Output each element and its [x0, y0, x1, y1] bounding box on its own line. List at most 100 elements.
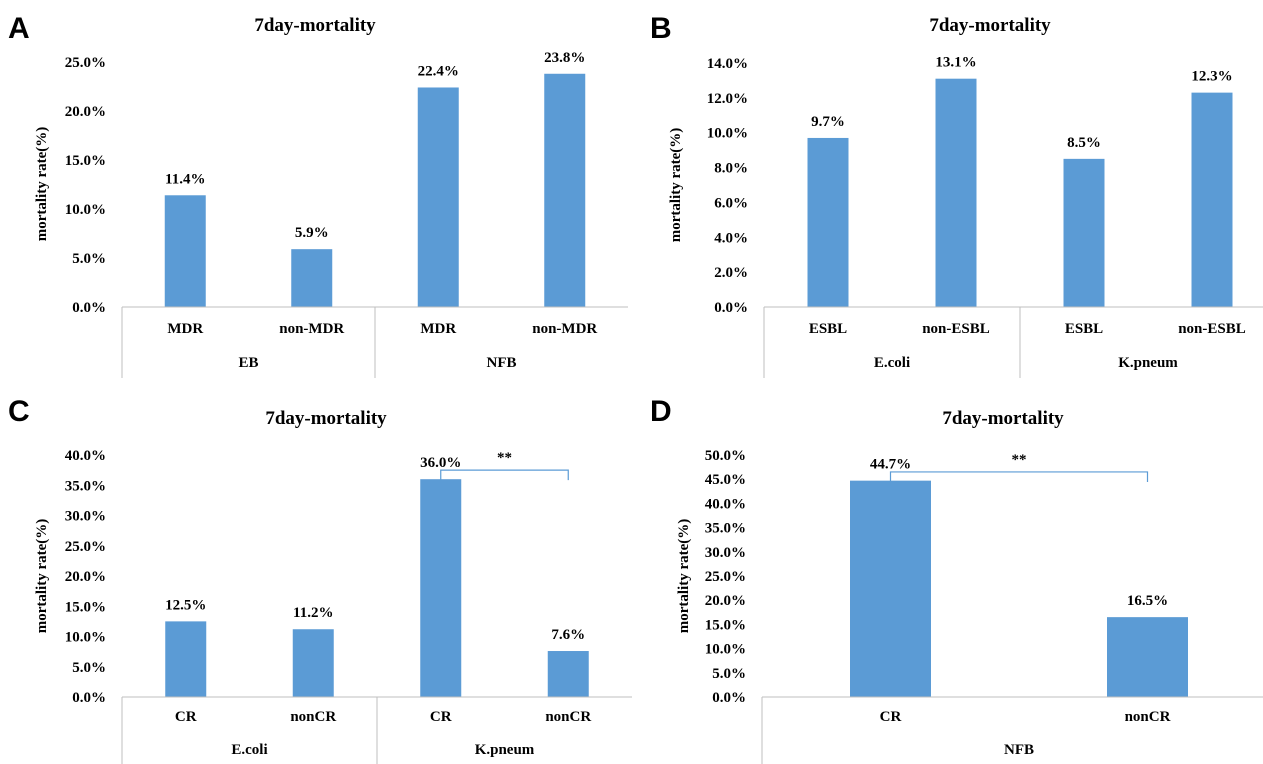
y-tick-label-b: 8.0% [714, 161, 748, 177]
y-tick-label-c: 30.0% [65, 509, 106, 525]
data-label-d-1: 16.5% [1127, 593, 1168, 609]
y-tick-label-d: 15.0% [705, 617, 746, 633]
group-label-a-0: EB [238, 355, 258, 371]
panel-letter-a: A [8, 12, 30, 45]
bar-a-2 [417, 87, 459, 307]
y-axis-label-c: mortality rate(%) [34, 519, 50, 634]
y-tick-label-c: 20.0% [65, 569, 106, 585]
y-tick-label-b: 14.0% [707, 56, 748, 72]
bar-c-1 [292, 629, 334, 697]
y-tick-label-d: 25.0% [705, 569, 746, 585]
data-label-b-1: 13.1% [935, 55, 976, 71]
y-tick-label-d: 50.0% [705, 448, 746, 464]
bar-b-3 [1191, 92, 1233, 307]
y-tick-label-c: 5.0% [72, 660, 106, 676]
chart-panel-b: B 7day-mortality 0.0% 2.0% 4.0% 6.0% 8.0% 10.0%… [650, 12, 1263, 378]
y-tick-label-b: 2.0% [714, 265, 748, 281]
bar-d-0 [850, 480, 931, 697]
significance-label-c: ** [497, 450, 512, 466]
chart-title-d: 7day-mortality [942, 408, 1064, 429]
group-label-b-1: K.pneum [1118, 355, 1178, 371]
category-label-c-0: CR [175, 709, 197, 725]
category-label-d-1: nonCR [1125, 709, 1171, 725]
category-label-a-1: non-MDR [279, 321, 344, 337]
bar-c-0 [165, 621, 207, 697]
y-tick-label-d: 35.0% [705, 521, 746, 537]
chart-title-b: 7day-mortality [929, 15, 1051, 36]
significance-bracket-d [889, 471, 1149, 482]
y-tick-label-d: 30.0% [705, 545, 746, 561]
y-tick-label-d: 40.0% [705, 496, 746, 512]
bar-b-1 [935, 78, 977, 307]
category-label-a-2: MDR [420, 321, 456, 337]
y-tick-label-c: 0.0% [72, 690, 106, 706]
y-tick-label-a: 5.0% [72, 251, 106, 267]
panel-letter-b: B [650, 12, 672, 45]
y-tick-label-d: 0.0% [712, 690, 746, 706]
y-axis-label-a: mortality rate(%) [34, 127, 50, 242]
group-label-c-1: K.pneum [475, 742, 535, 758]
category-label-d-0: CR [880, 709, 902, 725]
bar-a-1 [291, 249, 333, 307]
data-label-b-3: 12.3% [1191, 69, 1232, 85]
y-tick-label-d: 10.0% [705, 642, 746, 658]
category-label-b-2: ESBL [1065, 321, 1103, 337]
chart-panel-a: A 7day-mortality 0.0% 5.0% 10.0% 15.0% 20.0% 25… [8, 12, 628, 378]
y-tick-label-a: 20.0% [65, 104, 106, 120]
y-tick-label-c: 40.0% [65, 448, 106, 464]
significance-label-d: ** [1012, 452, 1027, 468]
group-label-b-0: E.coli [874, 355, 910, 371]
panel-letter-c: C [8, 395, 30, 428]
y-tick-label-a: 0.0% [72, 300, 106, 316]
category-label-b-3: non-ESBL [1178, 321, 1246, 337]
y-tick-label-b: 6.0% [714, 195, 748, 211]
bar-d-1 [1107, 617, 1188, 697]
significance-bracket-c [440, 469, 569, 481]
category-label-a-0: MDR [167, 321, 203, 337]
data-label-c-0: 12.5% [165, 597, 206, 613]
group-label-a-1: NFB [487, 355, 517, 371]
data-label-a-3: 23.8% [544, 50, 585, 66]
group-label-d-0: NFB [1004, 742, 1034, 758]
data-label-d-0: 44.7% [870, 457, 911, 473]
chart-title-c: 7day-mortality [265, 408, 387, 429]
category-label-c-3: nonCR [545, 709, 591, 725]
y-tick-label-c: 25.0% [65, 539, 106, 555]
chart-title-a: 7day-mortality [254, 15, 376, 36]
data-label-a-0: 11.4% [165, 171, 205, 187]
y-tick-label-b: 10.0% [707, 126, 748, 142]
data-label-b-2: 8.5% [1067, 135, 1101, 151]
y-tick-label-c: 15.0% [65, 599, 106, 615]
bar-b-2 [1063, 158, 1105, 307]
bar-b-0 [807, 137, 849, 307]
category-label-b-0: ESBL [809, 321, 847, 337]
y-tick-label-d: 20.0% [705, 593, 746, 609]
y-tick-label-d: 45.0% [705, 472, 746, 488]
chart-panel-d: D 7day-mortality 0.0% 5.0% 10.0% 15.0% 20.0% 25… [650, 395, 1263, 764]
data-label-c-1: 11.2% [293, 605, 333, 621]
y-tick-label-a: 25.0% [65, 55, 106, 71]
y-tick-label-c: 35.0% [65, 478, 106, 494]
y-tick-label-b: 0.0% [714, 300, 748, 316]
data-label-a-2: 22.4% [418, 63, 459, 79]
category-label-b-1: non-ESBL [922, 321, 990, 337]
y-tick-label-b: 4.0% [714, 230, 748, 246]
y-tick-label-b: 12.0% [707, 91, 748, 107]
y-tick-label-a: 15.0% [65, 153, 106, 169]
group-label-c-0: E.coli [231, 742, 267, 758]
data-label-b-0: 9.7% [811, 114, 845, 130]
bar-a-0 [164, 195, 206, 307]
panel-letter-d: D [650, 395, 672, 428]
category-label-c-2: CR [430, 709, 452, 725]
y-tick-label-d: 5.0% [712, 666, 746, 682]
data-label-c-2: 36.0% [420, 455, 461, 471]
bar-c-2 [420, 479, 462, 697]
y-axis-label-d: mortality rate(%) [676, 519, 692, 634]
data-label-c-3: 7.6% [551, 627, 585, 643]
y-axis-label-b: mortality rate(%) [668, 128, 684, 243]
y-tick-label-a: 10.0% [65, 202, 106, 218]
bar-a-3 [544, 73, 586, 307]
y-tick-label-c: 10.0% [65, 630, 106, 646]
category-label-c-1: nonCR [290, 709, 336, 725]
